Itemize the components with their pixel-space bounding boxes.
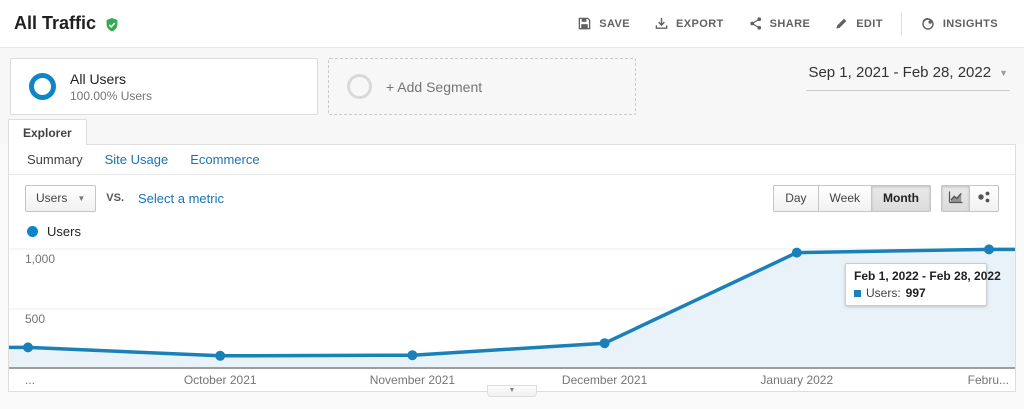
pencil-icon	[834, 16, 849, 31]
segments-section: All Users 100.00% Users + Add Segment Se…	[0, 48, 1024, 118]
export-label: EXPORT	[676, 17, 724, 30]
legend-label: Users	[47, 223, 81, 239]
chevron-down-icon: ▼	[77, 193, 86, 203]
page-title: All Traffic	[14, 13, 97, 33]
insights-icon	[920, 16, 936, 32]
report-toolbar: SAVE EXPORT SHARE EDIT INSIGHTS	[565, 10, 1010, 38]
metric-dropdown[interactable]: Users ▼	[25, 184, 97, 212]
tooltip-value: 997	[905, 286, 926, 300]
x-axis-label: December 2021	[561, 373, 648, 387]
metric-dropdown-label: Users	[36, 191, 68, 205]
verified-shield-icon	[104, 17, 120, 33]
save-icon	[577, 16, 592, 31]
export-button[interactable]: EXPORT	[642, 10, 736, 37]
save-button[interactable]: SAVE	[565, 10, 642, 37]
subnav-ecommerce[interactable]: Ecommerce	[190, 152, 260, 167]
report-subnav: Summary Site Usage Ecommerce	[9, 145, 1015, 175]
vs-label: vs.	[106, 192, 124, 204]
chart-legend: Users	[9, 221, 1015, 241]
save-label: SAVE	[599, 17, 631, 30]
add-segment-label: + Add Segment	[386, 78, 483, 95]
data-point-sep-2021[interactable]	[23, 342, 33, 353]
segment-all-users[interactable]: All Users 100.00% Users	[10, 58, 318, 115]
series-square-icon	[854, 289, 861, 297]
data-point-dec-2021[interactable]	[599, 338, 610, 349]
subnav-site-usage[interactable]: Site Usage	[104, 152, 169, 167]
series-dot-icon	[27, 225, 38, 237]
tooltip-series-label: Users:	[866, 286, 901, 300]
x-axis-label: November 2021	[369, 373, 456, 387]
chevron-down-icon: ▼	[999, 67, 1008, 78]
date-range-selector[interactable]: Sep 1, 2021 - Feb 28, 2022 ▼	[806, 62, 1010, 91]
top-header: All Traffic SAVE EXPORT SHARE	[0, 0, 1024, 48]
share-button[interactable]: SHARE	[736, 10, 823, 37]
segment-title: All Users	[70, 70, 127, 87]
data-point-oct-2021[interactable]	[215, 350, 226, 361]
date-range-text: Sep 1, 2021 - Feb 28, 2022	[808, 64, 992, 81]
segment-ring-icon	[29, 73, 56, 100]
toolbar-divider	[900, 12, 902, 35]
share-label: SHARE	[769, 17, 811, 30]
select-metric-link[interactable]: Select a metric	[138, 190, 224, 206]
line-chart[interactable]: Feb 1, 2022 - Feb 28, 2022 Users: 997 1,…	[9, 241, 1015, 369]
data-point-feb-2022[interactable]	[984, 244, 994, 255]
motion-chart-button[interactable]	[970, 184, 999, 212]
empty-ring-icon	[347, 74, 372, 99]
collapse-chart-handle[interactable]: ▼	[487, 385, 537, 397]
insights-label: INSIGHTS	[942, 17, 998, 30]
subnav-summary[interactable]: Summary	[27, 152, 83, 167]
y-axis-label: 1,000	[25, 252, 56, 266]
line-chart-icon	[948, 190, 964, 207]
chart-controls: Users ▼ vs. Select a metric Day Week Mon…	[9, 175, 1015, 221]
share-icon	[748, 16, 763, 31]
line-chart-button[interactable]	[941, 184, 970, 212]
add-segment-button[interactable]: + Add Segment	[328, 58, 636, 115]
motion-chart-icon	[976, 190, 992, 207]
edit-label: EDIT	[856, 17, 883, 30]
granularity-week-button[interactable]: Week	[818, 184, 873, 212]
insights-button[interactable]: INSIGHTS	[908, 10, 1010, 38]
tab-row: Explorer	[0, 118, 1024, 145]
tab-explorer[interactable]: Explorer	[8, 119, 87, 145]
tooltip-date: Feb 1, 2022 - Feb 28, 2022	[854, 269, 1001, 283]
chart-type-group	[941, 184, 999, 212]
x-axis-label: ...	[25, 373, 36, 387]
data-point-nov-2021[interactable]	[407, 350, 418, 361]
segment-subtitle: 100.00% Users	[70, 88, 153, 103]
data-point-jan-2022[interactable]	[791, 247, 802, 258]
y-axis-label: 500	[25, 312, 46, 326]
edit-button[interactable]: EDIT	[822, 10, 895, 37]
x-axis-label: Febru...	[967, 373, 1009, 387]
x-axis-label: October 2021	[183, 373, 257, 387]
granularity-month-button[interactable]: Month	[872, 184, 931, 212]
granularity-group: Day Week Month	[773, 184, 931, 212]
download-icon	[654, 16, 669, 31]
chart-tooltip: Feb 1, 2022 - Feb 28, 2022 Users: 997	[845, 263, 1001, 306]
granularity-day-button[interactable]: Day	[773, 184, 819, 212]
explorer-panel: Summary Site Usage Ecommerce Users ▼ vs.…	[8, 144, 1016, 397]
x-axis: ... October 2021 November 2021 December 202…	[9, 369, 1015, 391]
x-axis-label: January 2022	[760, 373, 834, 387]
